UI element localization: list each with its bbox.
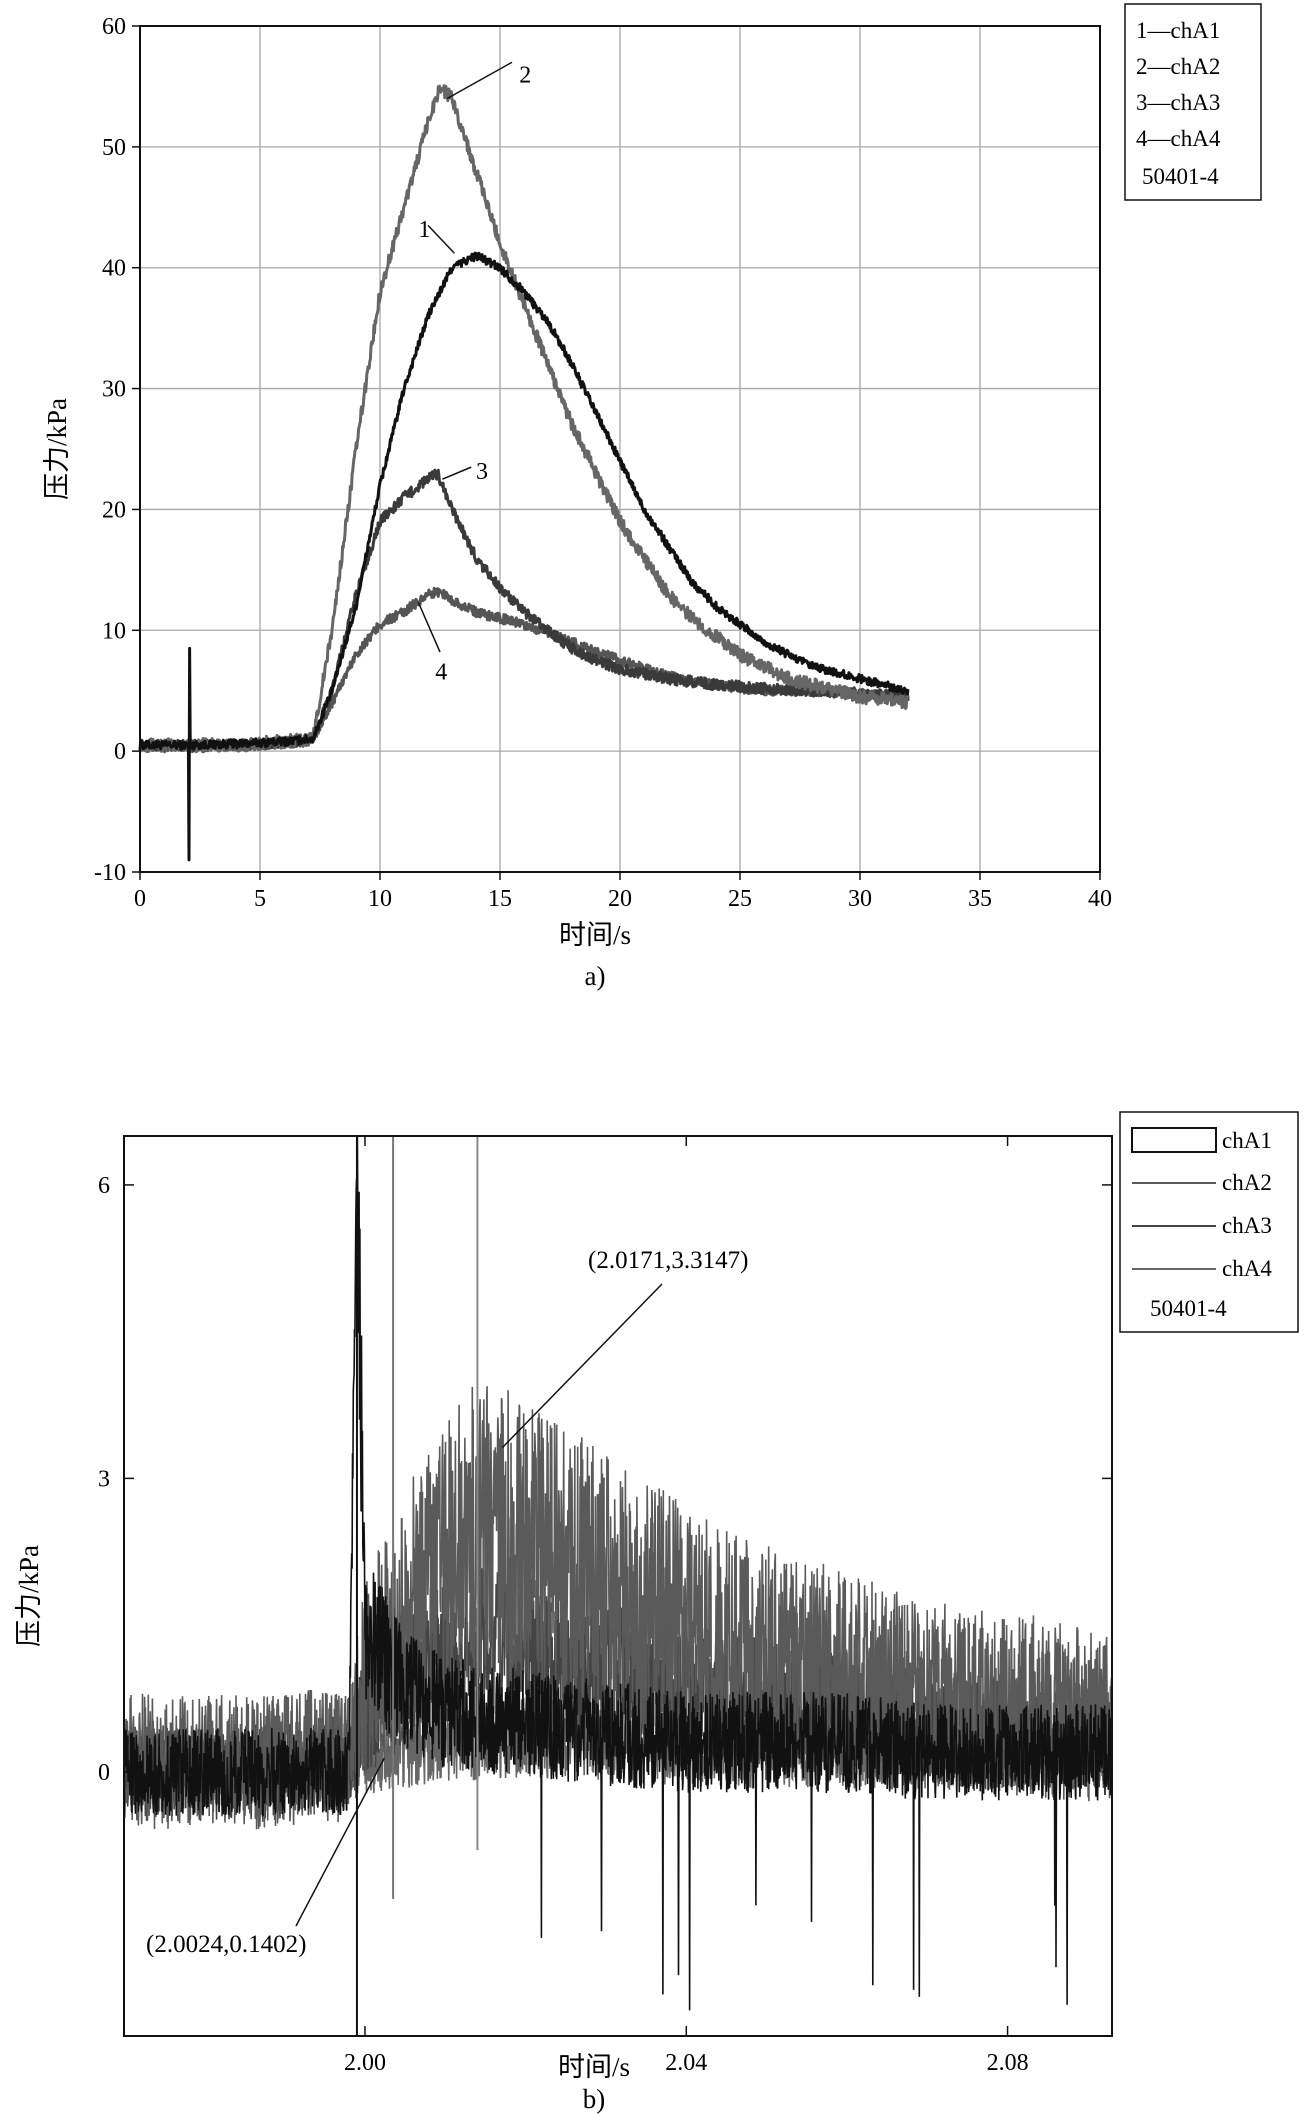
chart-a-y-tick-label: 0 (114, 739, 126, 765)
chart-a-x-tick-label: 40 (1088, 886, 1112, 912)
chart-b-x-axis-label: 时间/s (558, 2052, 630, 2082)
chart-b-y-ticks: 0 3 6 (98, 1173, 1112, 1786)
chart-b-annotation-leader (295, 1757, 385, 1927)
chart-b-legend-entry: chA4 (1222, 1256, 1272, 1281)
chart-a-y-ticks: -10 0 10 20 30 40 50 60 (94, 14, 140, 886)
chart-a-y-tick-label: 40 (102, 256, 126, 282)
chart-b-annotation-leader (501, 1283, 663, 1449)
chart-b-y-tick-label: 3 (98, 1466, 110, 1492)
chart-a-series (138, 84, 910, 862)
chart-a-legend-note: 50401-4 (1142, 164, 1219, 189)
chart-b-x-ticks: 2.00 2.04 2.08 (344, 1136, 1029, 2076)
chart-a: 0 5 10 15 20 25 30 35 40 -10 0 10 20 30 40 50 60 2 1 3 4 1… (42, 3, 1262, 991)
chart-b-annotation-label: (2.0171,3.3147) (588, 1247, 748, 1274)
chart-a-x-tick-label: 0 (134, 886, 146, 912)
chart-a-series-number-chA2: 2 (519, 62, 531, 88)
chart-a-y-tick-label: 50 (102, 135, 126, 161)
chart-b-y-tick-label: 0 (98, 1760, 110, 1786)
chart-b-legend-entry: chA2 (1222, 1170, 1272, 1195)
chart-a-gridlines (140, 26, 1100, 872)
chart-a-legend-entry: 4—chA4 (1136, 126, 1221, 151)
chart-a-series-number-chA3: 3 (476, 459, 488, 485)
chart-a-callout-leader (446, 61, 513, 100)
chart-a-y-tick-label: 30 (102, 377, 126, 403)
chart-b-y-tick-label: 6 (98, 1173, 110, 1199)
chart-b-x-tick-label: 2.08 (987, 2050, 1029, 2076)
chart-a-x-tick-label: 25 (728, 886, 752, 912)
chart-a-y-tick-label: 20 (102, 497, 126, 523)
chart-b-panel-label: b) (583, 2084, 606, 2114)
chart-a-x-tick-label: 5 (254, 886, 266, 912)
chart-a-x-tick-label: 35 (968, 886, 992, 912)
chart-a-x-ticks: 0 5 10 15 20 25 30 35 40 (134, 872, 1112, 912)
chart-b-legend-entry: chA3 (1222, 1213, 1272, 1238)
chart-a-legend-box (1124, 3, 1262, 201)
chart-b-legend-box (1119, 1111, 1299, 1333)
chart-a-series-chA3 (138, 468, 910, 752)
chart-a-series-chA1 (138, 251, 910, 862)
chart-a-callout-leader (442, 466, 472, 480)
chart-a-y-tick-label: 10 (102, 618, 126, 644)
chart-a-callout-leader (427, 224, 455, 254)
chart-a-series-number-chA4: 4 (435, 659, 447, 685)
chart-a-series-chA2 (138, 84, 910, 754)
chart-b-series (123, 1136, 1113, 2035)
chart-a-panel-label: a) (585, 961, 606, 991)
chart-a-series-callouts: 2 1 3 4 (417, 61, 531, 685)
chart-b-annotations: (2.0171,3.3147) (2.0024,0.1402) (146, 1247, 748, 1958)
chart-a-x-axis-label: 时间/s (559, 920, 631, 950)
chart-a-legend: 1—chA1 2—chA2 3—chA3 4—chA4 50401-4 (1124, 3, 1262, 201)
chart-b-legend-note: 50401-4 (1150, 1296, 1227, 1321)
chart-b-x-tick-label: 2.00 (344, 2050, 386, 2076)
chart-b-annotation-label: (2.0024,0.1402) (146, 1931, 306, 1958)
chart-a-callout-leader (417, 602, 441, 653)
chart-a-x-tick-label: 10 (368, 886, 392, 912)
chart-b-legend-swatch (1131, 1127, 1217, 1153)
chart-a-x-tick-label: 20 (608, 886, 632, 912)
chart-a-y-tick-label: -10 (94, 860, 126, 886)
chart-b-y-axis-label: 压力/kPa (14, 1545, 44, 1647)
chart-a-x-tick-label: 15 (488, 886, 512, 912)
chart-a-series-number-chA1: 1 (418, 217, 430, 243)
chart-a-y-tick-label: 60 (102, 14, 126, 40)
chart-a-legend-entry: 2—chA2 (1136, 54, 1220, 79)
chart-b-legend-entry: chA1 (1222, 1128, 1272, 1153)
chart-a-x-tick-label: 30 (848, 886, 872, 912)
chart-b-x-tick-label: 2.04 (665, 2050, 707, 2076)
chart-b-series-chA1 (123, 1136, 1113, 2011)
chart-a-legend-entry: 1—chA1 (1136, 18, 1220, 43)
chart-b-plot-frame (123, 1135, 1113, 2037)
chart-b-legend: chA1 chA2 chA3 chA4 50401-4 (1119, 1111, 1299, 1333)
chart-a-legend-entry: 3—chA3 (1136, 90, 1220, 115)
chart-a-y-axis-label: 压力/kPa (42, 398, 72, 500)
chart-b: 2.00 2.04 2.08 0 3 6 (2.0171,3.3147) (2.0024… (14, 1111, 1299, 2114)
